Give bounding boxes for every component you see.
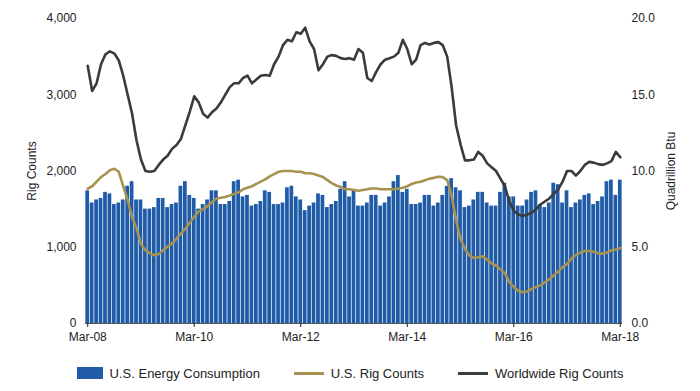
svg-text:5.0: 5.0 <box>632 240 649 254</box>
svg-text:0: 0 <box>70 316 77 330</box>
svg-text:Mar-08: Mar-08 <box>69 330 107 344</box>
html-text:Worldwide Rig Counts: Worldwide Rig Counts <box>495 365 624 381</box>
svg-text:4,000: 4,000 <box>46 11 76 25</box>
svg-text:Rig Counts: Rig Counts <box>25 141 39 200</box>
svg-text:Quadrillion Btu: Quadrillion Btu <box>664 132 678 211</box>
svg-text:Mar-12: Mar-12 <box>282 330 320 344</box>
svg-text:0.0: 0.0 <box>632 316 649 330</box>
svg-text:10.0: 10.0 <box>632 164 656 178</box>
svg-text:20.0: 20.0 <box>632 11 656 25</box>
html-text:U.S. Energy Consumption: U.S. Energy Consumption <box>109 365 260 381</box>
svg-text:1,000: 1,000 <box>46 240 76 254</box>
svg-text:2,000: 2,000 <box>46 164 76 178</box>
html-text:U.S. Rig Counts: U.S. Rig Counts <box>330 365 425 381</box>
svg-text:Mar-16: Mar-16 <box>495 330 533 344</box>
svg-text:Mar-10: Mar-10 <box>175 330 213 344</box>
svg-text:Mar-18: Mar-18 <box>601 330 639 344</box>
svg-text:15.0: 15.0 <box>632 88 656 102</box>
svg-text:Mar-14: Mar-14 <box>388 330 426 344</box>
svg-text:3,000: 3,000 <box>46 88 76 102</box>
